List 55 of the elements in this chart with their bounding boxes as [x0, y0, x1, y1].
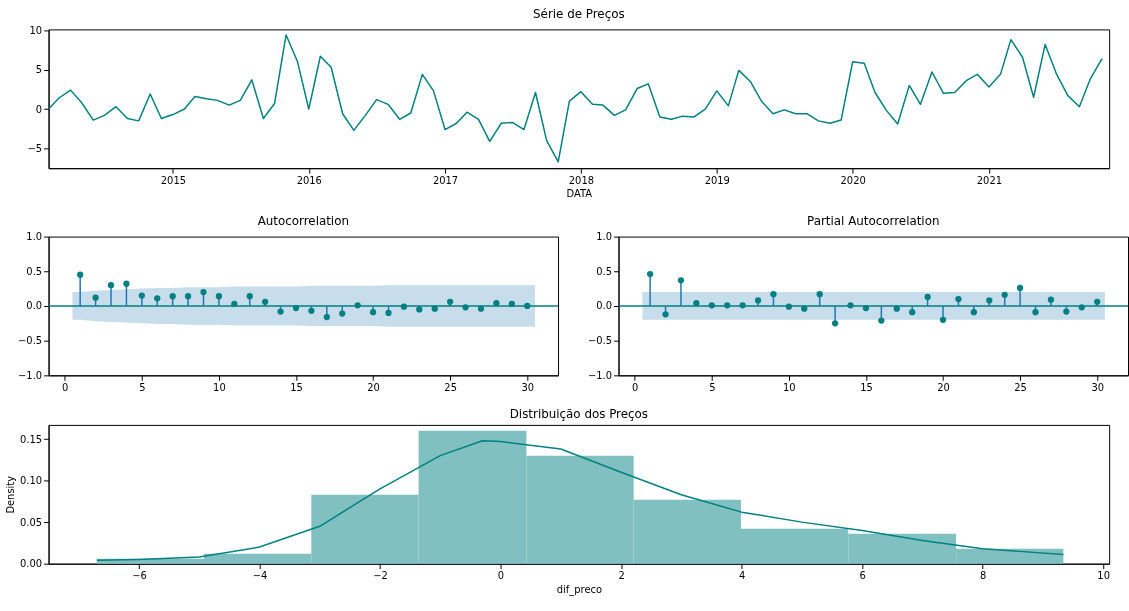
x-tick-label: 20 — [937, 381, 950, 393]
x-axis-title: dif_preco — [556, 583, 602, 596]
y-tick-label: −5 — [27, 142, 43, 154]
chart-title: Série de Preços — [533, 7, 625, 22]
x-tick-label: 30 — [521, 381, 535, 393]
chart-title: Autocorrelation — [257, 213, 349, 228]
x-tick-label: 8 — [979, 570, 987, 582]
y-axis-title: Density — [5, 475, 17, 514]
x-tick-label: 30 — [1091, 381, 1104, 393]
chart-title: Distribuição dos Preços — [509, 406, 649, 421]
x-tick-label: 15 — [860, 381, 873, 393]
y-tick-label: −1.0 — [18, 369, 43, 381]
x-tick-label: 5 — [139, 381, 146, 393]
y-tick-label: −0.5 — [588, 335, 613, 347]
y-tick-label: 0.0 — [596, 300, 613, 312]
y-tick-label: 5 — [35, 64, 43, 76]
x-tick-label: 2018 — [568, 174, 595, 186]
x-tick-label: 2021 — [976, 174, 1003, 186]
x-tick-label: 2019 — [704, 174, 730, 186]
y-tick-label: 0.00 — [20, 558, 43, 570]
x-tick-label: 2015 — [160, 174, 187, 186]
x-tick-label: 6 — [859, 570, 866, 582]
x-tick-label: 15 — [290, 381, 303, 393]
x-tick-label: 20 — [367, 381, 380, 393]
x-tick-label: 0 — [497, 570, 505, 582]
x-tick-label: 5 — [709, 381, 716, 393]
y-tick-label: −1.0 — [588, 369, 613, 381]
x-tick-label: 2016 — [296, 174, 322, 186]
x-tick-label: 25 — [1014, 381, 1027, 393]
x-tick-label: 10 — [213, 381, 226, 393]
y-tick-label: 0.15 — [20, 433, 43, 445]
x-tick-label: 25 — [444, 381, 457, 393]
y-tick-label: 0 — [35, 103, 43, 115]
y-tick-label: 0.10 — [20, 475, 43, 487]
y-tick-label: −0.5 — [18, 335, 43, 347]
x-tick-label: −6 — [132, 570, 147, 582]
x-tick-label: 10 — [1097, 570, 1110, 582]
y-tick-label: 1.0 — [26, 231, 43, 243]
x-axis-title: DATA — [566, 188, 593, 200]
y-tick-label: 1.0 — [596, 231, 613, 243]
y-tick-label: 0.5 — [26, 265, 43, 277]
y-tick-label: 10 — [29, 24, 43, 36]
y-tick-label: 0.05 — [20, 516, 43, 528]
x-tick-label: 2020 — [840, 174, 866, 186]
x-tick-label: 10 — [783, 381, 796, 393]
chart-title: Partial Autocorrelation — [807, 213, 940, 228]
x-tick-label: −4 — [252, 570, 268, 582]
x-tick-label: 2 — [618, 570, 625, 582]
x-tick-label: 2017 — [432, 174, 459, 186]
y-tick-label: 0.5 — [596, 265, 613, 277]
x-tick-label: 0 — [62, 381, 69, 393]
y-tick-label: 0.0 — [26, 300, 43, 312]
x-tick-label: 0 — [632, 381, 639, 393]
x-tick-label: 4 — [738, 570, 746, 582]
x-tick-label: −2 — [373, 570, 388, 582]
